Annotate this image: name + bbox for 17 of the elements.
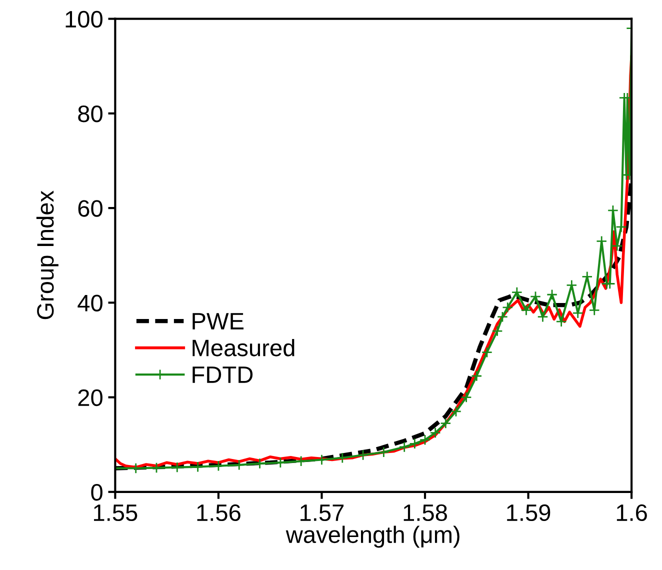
x-tick-label: 1.58 [404,504,447,522]
y-axis-title: Group Index [36,190,58,320]
x-tick-label: 1.6 [616,504,647,522]
x-axis-title: wavelength (μm) [286,526,460,548]
x-tick-label: 1.57 [300,504,344,522]
legend-label: Measured [192,338,294,356]
legend-label: FDTD [192,366,253,383]
y-tick-label: 20 [78,389,102,406]
legend-label: PWE [192,313,244,330]
y-tick-label: 80 [78,106,102,122]
x-tick-label: 1.55 [94,504,138,522]
y-tick-label: 100 [66,10,102,28]
y-tick-label: 40 [78,294,102,312]
x-tick-label: 1.59 [507,504,550,522]
x-tick-label: 1.56 [197,504,240,522]
y-tick-label: 60 [78,200,102,217]
y-tick-label: 0 [91,484,102,501]
